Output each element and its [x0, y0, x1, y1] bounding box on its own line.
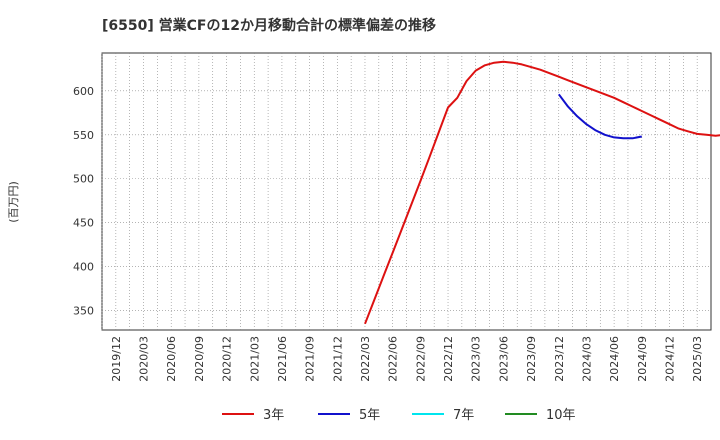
x-tick-label: 2021/03: [248, 336, 261, 382]
legend: 3年 5年 7年 10年: [222, 408, 576, 423]
y-axis-ticks: 350 400 450 500 550 600: [73, 85, 94, 318]
chart-title: [6550] 営業CFの12か月移動合計の標準偏差の推移: [102, 17, 436, 34]
x-tick-label: 2024/06: [608, 336, 621, 382]
horizontal-gridlines: [102, 90, 711, 311]
x-tick-label: 2022/06: [387, 336, 400, 382]
legend-label-3: 10年: [546, 408, 576, 423]
x-tick-label: 2024/12: [663, 336, 676, 382]
x-tick-label: 2019/12: [110, 336, 123, 382]
series-line-1: [557, 93, 642, 140]
y-tick-label: 350: [73, 305, 94, 318]
x-tick-label: 2022/03: [359, 336, 372, 382]
y-tick-label: 600: [73, 85, 94, 98]
y-tick-label: 450: [73, 217, 94, 230]
x-tick-label: 2021/06: [276, 336, 289, 382]
legend-label-2: 7年: [453, 408, 474, 423]
y-axis-label: (百万円): [7, 181, 20, 223]
x-tick-label: 2021/09: [304, 336, 317, 382]
x-tick-label: 2020/12: [221, 336, 234, 382]
x-tick-label: 2025/03: [691, 336, 704, 382]
legend-label-1: 5年: [359, 408, 380, 423]
series-lines: [364, 60, 720, 325]
x-tick-label: 2022/09: [414, 336, 427, 382]
x-tick-label: 2021/12: [331, 336, 344, 382]
x-tick-label: 2022/12: [442, 336, 455, 382]
y-tick-label: 400: [73, 261, 94, 274]
x-tick-label: 2020/09: [193, 336, 206, 382]
x-tick-label: 2023/12: [553, 336, 566, 382]
x-tick-label: 2020/06: [165, 336, 178, 382]
x-tick-label: 2023/06: [497, 336, 510, 382]
x-tick-label: 2020/03: [138, 336, 151, 382]
x-tick-label: 2024/03: [580, 336, 593, 382]
x-tick-label: 2024/09: [636, 336, 649, 382]
vertical-gridlines: [101, 53, 698, 330]
x-axis-ticks: 2019/12 2020/03 2020/06 2020/09 2020/12 2021/…: [110, 336, 704, 382]
legend-label-0: 3年: [263, 408, 284, 423]
series-line-0: [364, 60, 720, 325]
x-tick-label: 2023/09: [525, 336, 538, 382]
y-tick-label: 500: [73, 173, 94, 186]
y-tick-label: 550: [73, 129, 94, 142]
x-tick-label: 2023/03: [470, 336, 483, 382]
